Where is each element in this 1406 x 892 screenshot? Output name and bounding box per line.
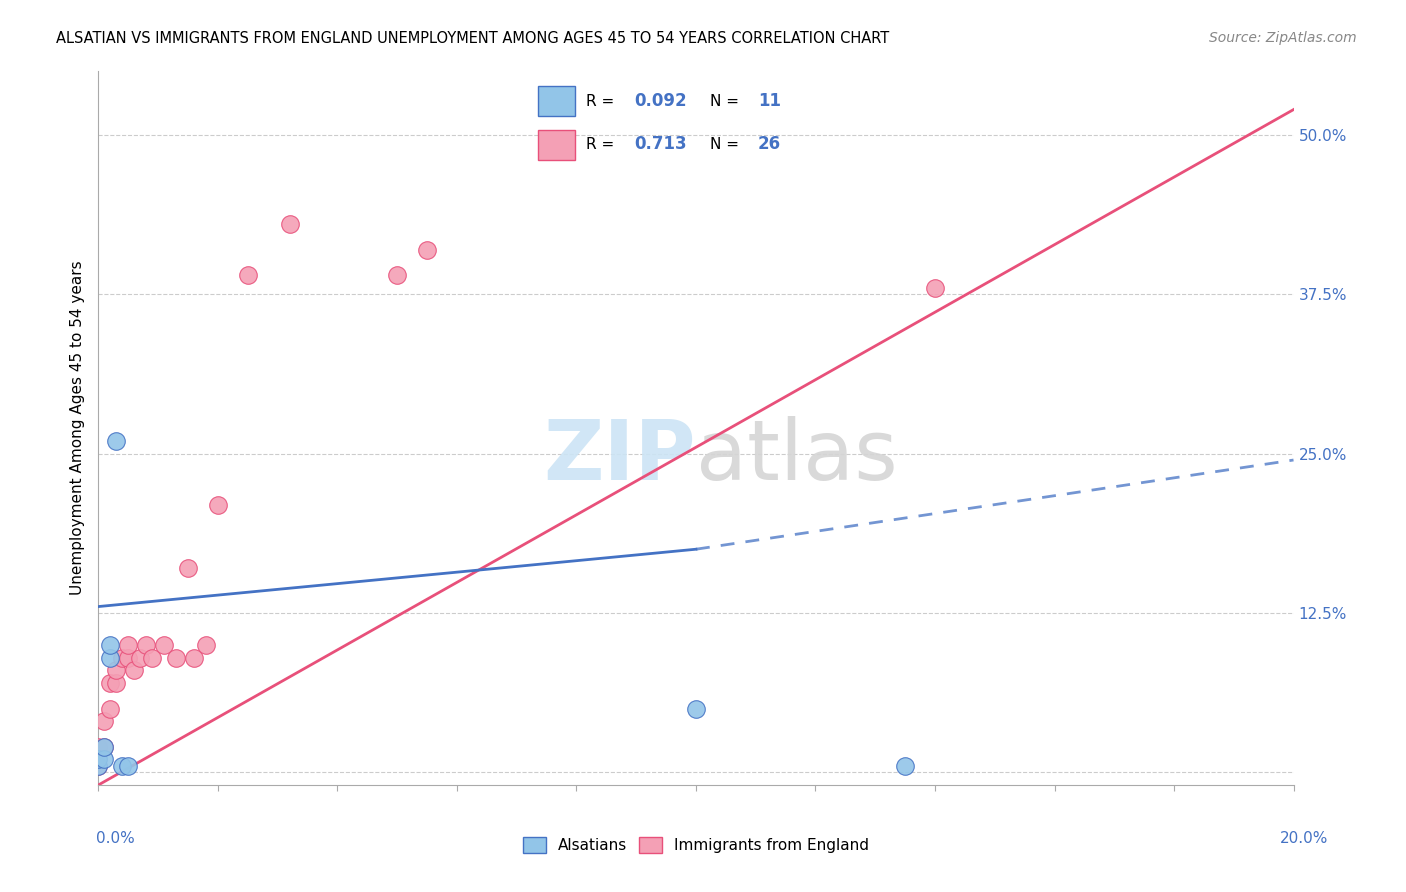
Point <box>93 752 115 766</box>
Point <box>105 676 128 690</box>
Point <box>207 498 229 512</box>
Point <box>195 638 218 652</box>
Legend: Alsatians, Immigrants from England: Alsatians, Immigrants from England <box>516 831 876 859</box>
Point <box>93 739 115 754</box>
Text: N =: N = <box>710 136 744 152</box>
Point <box>87 739 110 754</box>
Point <box>177 561 200 575</box>
Bar <box>538 87 575 116</box>
Point <box>111 759 134 773</box>
Text: ALSATIAN VS IMMIGRANTS FROM ENGLAND UNEMPLOYMENT AMONG AGES 45 TO 54 YEARS CORRE: ALSATIAN VS IMMIGRANTS FROM ENGLAND UNEM… <box>56 31 890 46</box>
Point <box>105 434 128 448</box>
Text: 0.0%: 0.0% <box>96 831 135 846</box>
Point <box>111 650 134 665</box>
Text: ZIP: ZIP <box>544 417 696 497</box>
Text: N =: N = <box>710 94 744 109</box>
Point <box>385 268 409 283</box>
Text: 0.713: 0.713 <box>634 136 686 153</box>
Point <box>153 638 176 652</box>
Point <box>117 759 139 773</box>
Point <box>416 243 439 257</box>
Point <box>236 268 259 283</box>
Point <box>685 701 707 715</box>
Text: atlas: atlas <box>696 417 897 497</box>
Bar <box>538 130 575 160</box>
Point <box>98 650 122 665</box>
Text: Source: ZipAtlas.com: Source: ZipAtlas.com <box>1209 31 1357 45</box>
Point <box>98 701 122 715</box>
Point <box>87 759 110 773</box>
Point <box>93 714 115 729</box>
Point <box>87 759 110 773</box>
Point <box>924 281 946 295</box>
Point <box>141 650 163 665</box>
Point <box>105 663 128 677</box>
Point <box>894 759 917 773</box>
Point <box>87 752 110 766</box>
Point <box>124 663 146 677</box>
Point <box>98 676 122 690</box>
Point <box>278 217 301 231</box>
Point <box>98 638 122 652</box>
Text: 20.0%: 20.0% <box>1281 831 1329 846</box>
Point <box>165 650 187 665</box>
Text: 0.092: 0.092 <box>634 92 686 110</box>
Point <box>135 638 157 652</box>
Point <box>129 650 152 665</box>
Point <box>117 638 139 652</box>
Text: 26: 26 <box>758 136 780 153</box>
Text: R =: R = <box>586 136 620 152</box>
Text: 11: 11 <box>758 92 780 110</box>
Point <box>117 650 139 665</box>
Point <box>183 650 205 665</box>
Point <box>93 739 115 754</box>
Y-axis label: Unemployment Among Ages 45 to 54 years: Unemployment Among Ages 45 to 54 years <box>69 260 84 596</box>
Text: R =: R = <box>586 94 620 109</box>
